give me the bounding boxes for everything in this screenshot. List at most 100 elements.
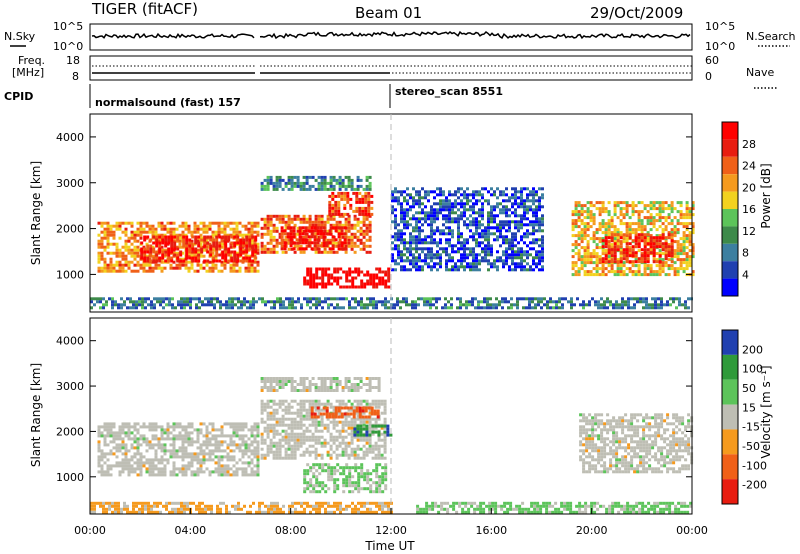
heatmap-cell bbox=[179, 253, 183, 257]
heatmap-cell bbox=[293, 438, 297, 442]
heatmap-cell bbox=[622, 273, 626, 277]
heatmap-cell bbox=[266, 450, 270, 454]
heatmap-cell bbox=[679, 258, 683, 262]
heatmap-cell bbox=[448, 244, 451, 248]
heatmap-cell bbox=[211, 458, 215, 462]
heatmap-cell bbox=[337, 226, 341, 230]
heatmap-cell bbox=[570, 297, 573, 301]
heatmap-cell bbox=[142, 230, 146, 234]
heatmap-cell bbox=[610, 251, 614, 255]
heatmap-cell bbox=[191, 250, 195, 254]
heatmap-cell bbox=[90, 306, 93, 310]
heatmap-cell bbox=[366, 273, 370, 277]
heatmap-cell bbox=[198, 306, 201, 310]
heatmap-cell bbox=[309, 282, 313, 286]
heatmap-cell bbox=[688, 261, 692, 265]
heatmap-cell bbox=[604, 257, 608, 261]
heatmap-cell bbox=[157, 221, 161, 225]
heatmap-cell bbox=[269, 426, 273, 430]
heatmap-cell bbox=[181, 425, 185, 429]
heatmap-cell bbox=[564, 297, 567, 301]
heatmap-cell bbox=[314, 438, 318, 442]
heatmap-cell bbox=[472, 247, 475, 251]
heatmap-cell bbox=[151, 464, 155, 468]
heatmap-cell bbox=[217, 434, 221, 438]
heatmap-cell bbox=[577, 267, 581, 271]
heatmap-cell bbox=[353, 217, 357, 221]
heatmap-cell bbox=[397, 256, 400, 260]
heatmap-cell bbox=[344, 417, 348, 421]
heatmap-cell bbox=[540, 300, 543, 304]
heatmap-cell bbox=[308, 175, 312, 179]
heatmap-cell bbox=[296, 408, 300, 412]
heatmap-cell bbox=[266, 223, 270, 227]
heatmap-cell bbox=[115, 434, 119, 438]
heatmap-cell bbox=[658, 242, 662, 246]
heatmap-cell bbox=[636, 300, 639, 304]
heatmap-cell bbox=[261, 297, 264, 301]
heatmap-cell bbox=[526, 229, 529, 233]
heatmap-cell bbox=[351, 306, 354, 310]
heatmap-cell bbox=[263, 247, 267, 251]
heatmap-cell bbox=[248, 247, 252, 251]
heatmap-cell bbox=[394, 226, 397, 230]
heatmap-cell bbox=[640, 225, 644, 229]
heatmap-cell bbox=[139, 473, 143, 477]
heatmap-cell bbox=[580, 228, 584, 232]
heatmap-cell bbox=[445, 214, 448, 218]
heatmap-cell bbox=[601, 207, 605, 211]
heatmap-cell bbox=[356, 229, 360, 233]
heatmap-cell bbox=[412, 238, 415, 242]
heatmap-cell bbox=[329, 223, 333, 227]
heatmap-cell bbox=[112, 224, 116, 228]
heatmap-cell bbox=[359, 447, 363, 451]
heatmap-cell bbox=[673, 267, 677, 271]
heatmap-cell bbox=[603, 306, 606, 310]
heatmap-cell bbox=[214, 266, 218, 270]
heatmap-cell bbox=[338, 229, 342, 233]
heatmap-cell bbox=[409, 235, 412, 239]
heatmap-cell bbox=[361, 194, 365, 198]
heatmap-cell bbox=[149, 259, 153, 263]
heatmap-cell bbox=[151, 446, 155, 450]
heatmap-cell bbox=[228, 306, 231, 310]
heatmap-cell bbox=[601, 243, 605, 247]
heatmap-cell bbox=[168, 297, 171, 301]
heatmap-cell bbox=[667, 258, 671, 262]
heatmap-cell bbox=[460, 214, 463, 218]
heatmap-cell bbox=[336, 303, 339, 307]
heatmap-cell bbox=[181, 464, 185, 468]
heatmap-cell bbox=[90, 300, 93, 304]
heatmap-cell bbox=[287, 217, 291, 221]
heatmap-cell bbox=[679, 261, 683, 265]
heatmap-cell bbox=[592, 273, 596, 277]
heatmap-cell bbox=[303, 279, 307, 283]
heatmap-cell bbox=[103, 425, 107, 429]
heatmap-cell bbox=[139, 221, 143, 225]
heatmap-cell bbox=[424, 235, 427, 239]
heatmap-cell bbox=[574, 210, 578, 214]
heatmap-cell bbox=[362, 217, 366, 221]
heatmap-cell bbox=[426, 300, 429, 304]
heatmap-cell bbox=[139, 464, 143, 468]
heatmap-cell bbox=[625, 248, 629, 252]
heatmap-cell bbox=[595, 267, 599, 271]
heatmap-cell bbox=[658, 219, 662, 223]
heatmap-cell bbox=[293, 441, 297, 445]
heatmap-cell bbox=[526, 193, 529, 197]
heatmap-cell bbox=[233, 235, 237, 239]
heatmap-cell bbox=[133, 263, 137, 267]
heatmap-cell bbox=[103, 236, 107, 240]
heatmap-cell bbox=[184, 464, 188, 468]
heatmap-cell bbox=[217, 464, 221, 468]
heatmap-cell bbox=[664, 225, 668, 229]
heatmap-cell bbox=[397, 253, 400, 257]
heatmap-cell bbox=[178, 224, 182, 228]
heatmap-cell bbox=[260, 184, 264, 188]
heatmap-cell bbox=[592, 234, 596, 238]
heatmap-cell bbox=[253, 455, 257, 459]
heatmap-cell bbox=[188, 250, 192, 254]
heatmap-cell bbox=[347, 414, 351, 418]
heatmap-cell bbox=[341, 214, 345, 218]
heatmap-cell bbox=[528, 300, 531, 304]
